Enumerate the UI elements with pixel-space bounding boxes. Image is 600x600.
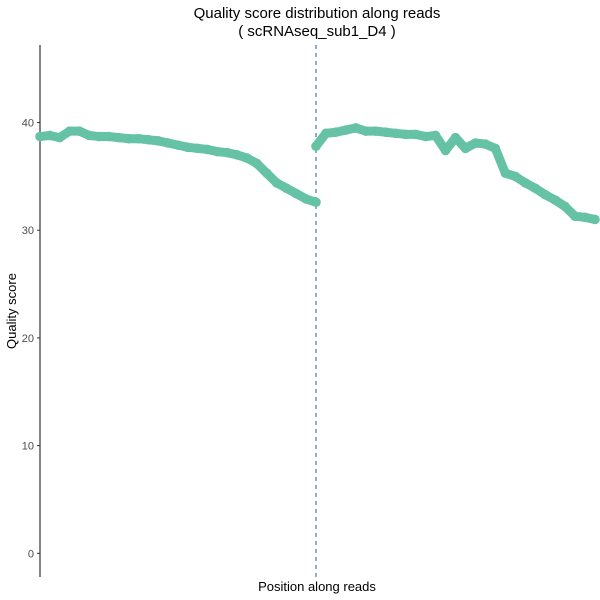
data-point	[410, 129, 421, 140]
data-point	[281, 183, 292, 194]
data-point	[35, 131, 45, 142]
data-point	[123, 133, 134, 144]
data-point	[331, 127, 341, 138]
y-tick-label: 30	[22, 225, 34, 237]
data-point	[232, 150, 242, 160]
data-point	[490, 143, 501, 154]
y-axis-ticks: 0 10 20 30 40	[22, 118, 40, 560]
data-point	[104, 131, 114, 142]
data-point	[64, 126, 75, 136]
data-point	[153, 136, 164, 146]
data-point	[480, 139, 491, 149]
data-point	[440, 145, 451, 156]
data-point	[550, 195, 560, 205]
data-point	[520, 178, 531, 188]
data-point	[311, 141, 321, 152]
data-point	[460, 143, 471, 154]
data-point	[351, 123, 361, 133]
data-point	[114, 132, 124, 143]
data-point	[390, 128, 401, 139]
data-point	[380, 127, 391, 138]
data-point	[94, 131, 104, 142]
data-point	[530, 183, 541, 194]
chart-subtitle: ( scRNAseq_sub1_D4 )	[238, 23, 396, 40]
data-point	[271, 178, 282, 188]
x-axis-title: Position along reads	[258, 579, 376, 594]
data-point	[291, 188, 302, 199]
y-tick-label: 0	[28, 548, 34, 560]
data-point	[212, 146, 223, 157]
data-point	[301, 194, 311, 204]
data-point	[84, 130, 95, 141]
data-point	[510, 171, 521, 182]
y-tick-label: 10	[22, 441, 34, 453]
data-point	[570, 211, 580, 222]
data-point	[311, 197, 321, 208]
data-point	[192, 143, 203, 154]
data-point	[341, 125, 351, 135]
data-point	[242, 153, 252, 163]
data-point	[361, 126, 371, 136]
y-tick-label: 20	[22, 333, 34, 345]
data-point	[173, 140, 183, 150]
data-point	[400, 129, 411, 140]
data-point	[450, 132, 461, 143]
data-point	[202, 144, 213, 155]
data-series	[35, 123, 600, 225]
data-point	[252, 158, 262, 169]
data-point	[430, 130, 441, 141]
data-point	[321, 128, 331, 139]
data-point	[163, 138, 173, 148]
data-point	[183, 142, 193, 153]
data-point	[370, 126, 381, 136]
chart-title: Quality score distribution along reads	[194, 5, 441, 22]
data-point	[580, 212, 590, 223]
data-point	[222, 147, 233, 158]
data-point	[500, 168, 511, 178]
data-point	[560, 201, 570, 212]
data-point	[420, 131, 431, 142]
data-point	[261, 168, 272, 178]
data-point	[54, 132, 65, 143]
data-point	[74, 126, 85, 136]
data-point	[133, 133, 144, 144]
data-point	[45, 130, 55, 141]
y-axis-title: Quality score	[4, 273, 19, 349]
data-point	[540, 189, 550, 200]
data-point	[470, 138, 481, 148]
data-point	[590, 214, 600, 225]
y-tick-label: 40	[22, 118, 34, 130]
data-point	[143, 134, 154, 145]
